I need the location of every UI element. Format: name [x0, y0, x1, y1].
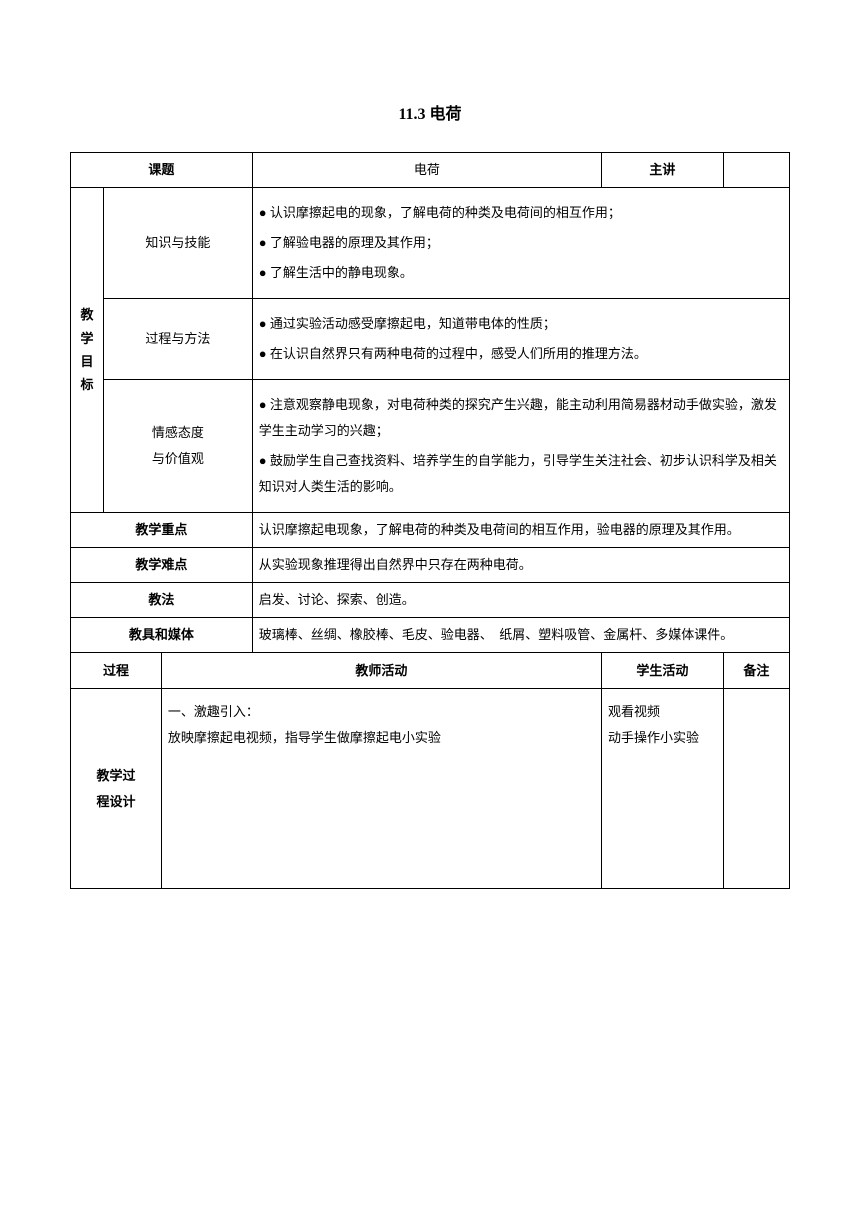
teacher-activity: 一、激趣引入： 放映摩擦起电视频，指导学生做摩擦起电小实验	[161, 689, 601, 889]
focus-row: 教学重点 认识摩擦起电现象，了解电荷的种类及电荷间的相互作用，验电器的原理及其作…	[71, 513, 790, 548]
process-col2: 教师活动	[161, 653, 601, 689]
goals-row-3: 情感态度 与价值观 注意观察静电现象，对电荷种类的探究产生兴趣，能主动利用简易器…	[71, 380, 790, 513]
page: 11.3 电荷 课题 电荷 主讲 教 学 目 标 知识与技能	[0, 0, 860, 949]
document-title: 11.3 电荷	[70, 100, 790, 124]
label-line: 情感态度	[110, 420, 246, 446]
bullet-list: 认识摩擦起电的现象，了解电荷的种类及电荷间的相互作用； 了解验电器的原理及其作用…	[259, 198, 783, 288]
method-label: 教法	[71, 583, 253, 618]
process-header-row: 过程 教师活动 学生活动 备注	[71, 653, 790, 689]
method-value: 启发、讨论、探索、创造。	[252, 583, 789, 618]
bullet-item: 在认识自然界只有两种电荷的过程中，感受人们所用的推理方法。	[259, 339, 783, 369]
char: 学	[77, 327, 97, 350]
notes-cell	[723, 689, 789, 889]
bullet-item: 注意观察静电现象，对电荷种类的探究产生兴趣，能主动利用简易器材动手做实验，激发学…	[259, 390, 783, 446]
goals-row-content: 通过实验活动感受摩擦起电，知道带电体的性质； 在认识自然界只有两种电荷的过程中，…	[252, 299, 789, 380]
tools-label: 教具和媒体	[71, 618, 253, 653]
difficulty-label: 教学难点	[71, 548, 253, 583]
process-section-label: 教学过 程设计	[71, 689, 162, 889]
bullet-item: 认识摩擦起电的现象，了解电荷的种类及电荷间的相互作用；	[259, 198, 783, 228]
method-row: 教法 启发、讨论、探索、创造。	[71, 583, 790, 618]
goals-row-label: 知识与技能	[104, 188, 253, 299]
goals-row-label: 情感态度 与价值观	[104, 380, 253, 513]
focus-value: 认识摩擦起电现象，了解电荷的种类及电荷间的相互作用，验电器的原理及其作用。	[252, 513, 789, 548]
lecturer-label: 主讲	[601, 153, 723, 188]
goals-row-2: 过程与方法 通过实验活动感受摩擦起电，知道带电体的性质； 在认识自然界只有两种电…	[71, 299, 790, 380]
process-col3: 学生活动	[601, 653, 723, 689]
char: 标	[77, 373, 97, 396]
focus-label: 教学重点	[71, 513, 253, 548]
process-col4: 备注	[723, 653, 789, 689]
student-activity: 观看视频 动手操作小实验	[601, 689, 723, 889]
char: 教	[77, 303, 97, 326]
text-line: 观看视频	[608, 699, 717, 725]
goals-row-content: 注意观察静电现象，对电荷种类的探究产生兴趣，能主动利用简易器材动手做实验，激发学…	[252, 380, 789, 513]
goals-row-label: 过程与方法	[104, 299, 253, 380]
label-line: 教学过	[77, 763, 155, 789]
bullet-item: 通过实验活动感受摩擦起电，知道带电体的性质；	[259, 309, 783, 339]
label-line: 与价值观	[110, 446, 246, 472]
topic-value: 电荷	[252, 153, 601, 188]
text-line: 一、激趣引入：	[168, 699, 595, 725]
goals-row-1: 教 学 目 标 知识与技能 认识摩擦起电的现象，了解电荷的种类及电荷间的相互作用…	[71, 188, 790, 299]
tools-value: 玻璃棒、丝绸、橡胶棒、毛皮、验电器、 纸屑、塑料吸管、金属杆、多媒体课件。	[252, 618, 789, 653]
goals-row-content: 认识摩擦起电的现象，了解电荷的种类及电荷间的相互作用； 了解验电器的原理及其作用…	[252, 188, 789, 299]
bullet-list: 注意观察静电现象，对电荷种类的探究产生兴趣，能主动利用简易器材动手做实验，激发学…	[259, 390, 783, 502]
bullet-item: 了解验电器的原理及其作用；	[259, 228, 783, 258]
label-line: 程设计	[77, 789, 155, 815]
difficulty-row: 教学难点 从实验现象推理得出自然界中只存在两种电荷。	[71, 548, 790, 583]
difficulty-value: 从实验现象推理得出自然界中只存在两种电荷。	[252, 548, 789, 583]
process-col1: 过程	[71, 653, 162, 689]
process-body-row: 教学过 程设计 一、激趣引入： 放映摩擦起电视频，指导学生做摩擦起电小实验 观看…	[71, 689, 790, 889]
topic-label: 课题	[71, 153, 253, 188]
header-row: 课题 电荷 主讲	[71, 153, 790, 188]
bullet-list: 通过实验活动感受摩擦起电，知道带电体的性质； 在认识自然界只有两种电荷的过程中，…	[259, 309, 783, 369]
bullet-item: 鼓励学生自己查找资料、培养学生的自学能力，引导学生关注社会、初步认识科学及相关知…	[259, 446, 783, 502]
lecturer-value	[723, 153, 789, 188]
tools-row: 教具和媒体 玻璃棒、丝绸、橡胶棒、毛皮、验电器、 纸屑、塑料吸管、金属杆、多媒体…	[71, 618, 790, 653]
text-line: 动手操作小实验	[608, 725, 717, 751]
char: 目	[77, 350, 97, 373]
text-line: 放映摩擦起电视频，指导学生做摩擦起电小实验	[168, 725, 595, 751]
bullet-item: 了解生活中的静电现象。	[259, 258, 783, 288]
goals-section-label: 教 学 目 标	[71, 188, 104, 513]
lesson-plan-table: 课题 电荷 主讲 教 学 目 标 知识与技能 认识摩擦起电的现象，了解电荷的种类…	[70, 152, 790, 889]
